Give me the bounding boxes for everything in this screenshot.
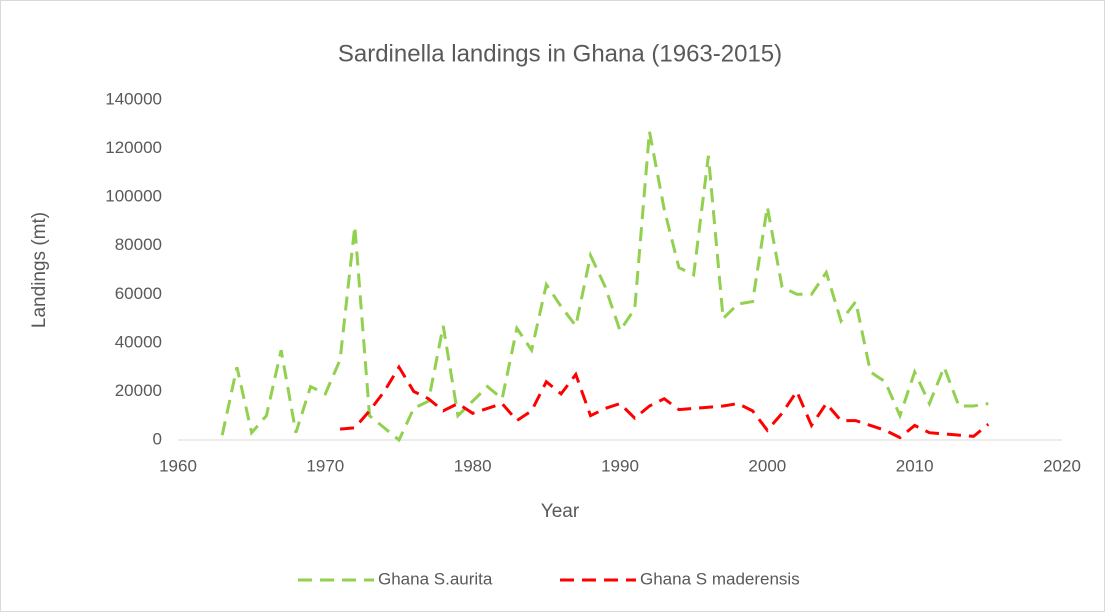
y-tick-label: 100000 (105, 187, 162, 206)
x-tick-label: 2000 (748, 456, 786, 475)
y-axis-label: Landings (mt) (29, 212, 50, 328)
x-tick-label: 2020 (1043, 456, 1081, 475)
y-tick-label: 0 (153, 429, 162, 448)
x-tick-label: 1960 (159, 456, 197, 475)
y-tick-label: 60000 (115, 284, 162, 303)
y-tick-label: 20000 (115, 381, 162, 400)
legend-label: Ghana S.aurita (378, 569, 493, 588)
y-tick-label: 80000 (115, 235, 162, 254)
x-tick-label: 2010 (896, 456, 934, 475)
chart-title: Sardinella landings in Ghana (1963-2015) (338, 40, 782, 67)
y-tick-label: 120000 (105, 138, 162, 157)
x-axis-label: Year (541, 501, 580, 522)
series-line (220, 131, 989, 443)
x-tick-label: 1970 (306, 456, 344, 475)
x-tick-label: 1980 (454, 456, 492, 475)
y-tick-label: 40000 (115, 332, 162, 351)
series-line (339, 364, 990, 440)
x-tick-label: 1990 (601, 456, 639, 475)
y-tick-label: 140000 (105, 89, 162, 108)
legend-label: Ghana S maderensis (640, 569, 800, 588)
